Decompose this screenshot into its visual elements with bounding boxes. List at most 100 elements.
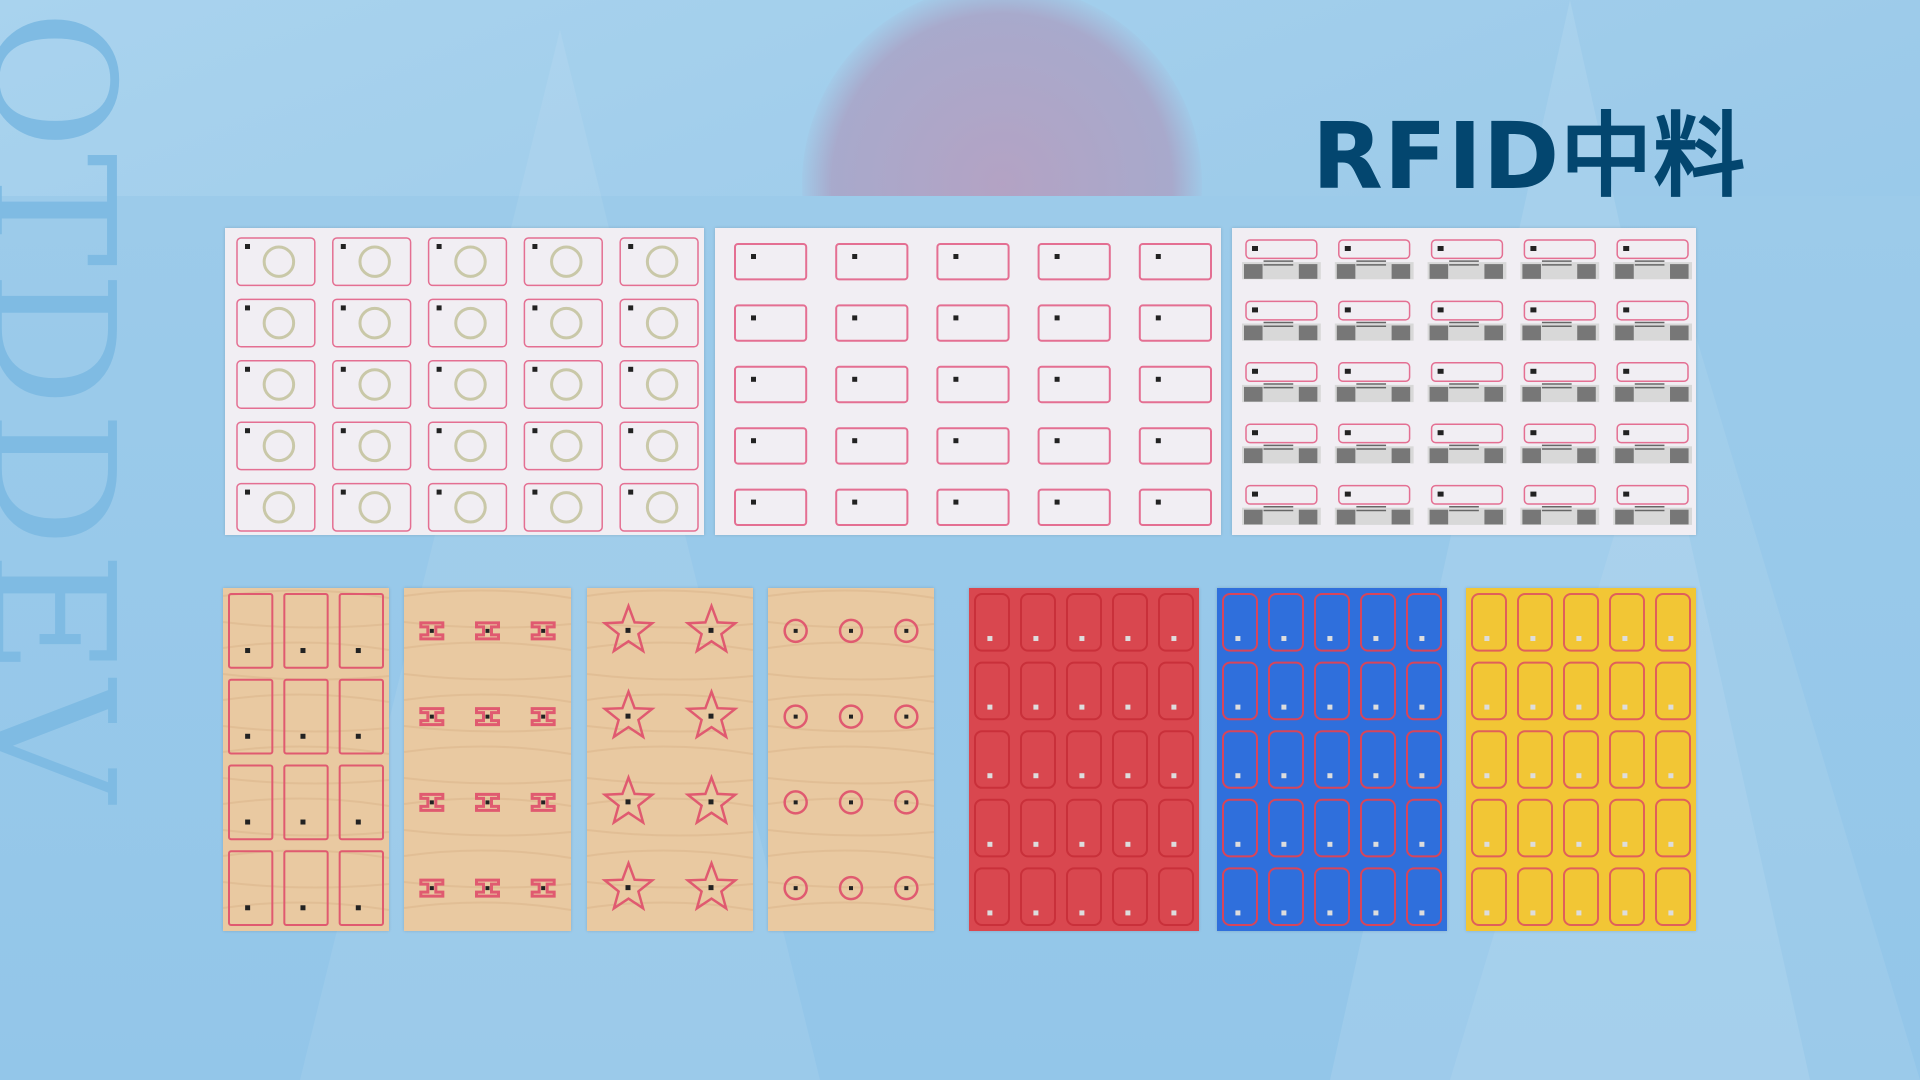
inlay-star xyxy=(601,602,656,654)
panel-yellow-card-inlay-sheet xyxy=(1466,588,1696,931)
substrate xyxy=(768,588,934,931)
panel-blue-card-inlay-sheet xyxy=(1217,588,1447,931)
inlay-card-vertical xyxy=(1158,593,1194,652)
inlay-card-vertical xyxy=(1222,867,1258,926)
inlay-circle xyxy=(783,618,808,644)
panel-red-card-inlay-sheet xyxy=(969,588,1199,931)
inlay-uhf-label xyxy=(1427,423,1507,464)
inlay-ring xyxy=(332,360,412,409)
inlay-card-vertical xyxy=(1655,730,1691,789)
inlay-card-vertical xyxy=(283,593,329,669)
inlay-card-vertical xyxy=(1112,867,1148,926)
inlay-card-vertical xyxy=(1314,593,1350,652)
inlay-card-vertical xyxy=(1268,661,1304,721)
panel-dual-frequency-inlay-sheet xyxy=(1232,228,1696,535)
inlay-card-vertical xyxy=(1406,730,1442,789)
watermark: OTDDEV xyxy=(0,10,150,807)
inlay-card-vertical xyxy=(338,764,384,841)
inlay-star xyxy=(684,773,739,826)
inlay-card-rect xyxy=(936,365,1010,404)
inlay-ring xyxy=(619,360,699,409)
inlay-card-rect xyxy=(835,488,909,527)
inlay-card-vertical xyxy=(1222,730,1258,789)
inlay-card-vertical xyxy=(1268,730,1304,789)
inlay-card-rect xyxy=(734,488,808,527)
inlay-uhf-label xyxy=(1334,362,1414,403)
red-card-inlay-sheet-image xyxy=(969,588,1199,931)
inlay-uhf-label xyxy=(1520,362,1600,403)
wood-circle-inlay-sheet-image xyxy=(768,588,934,931)
inlay-card-vertical xyxy=(1020,798,1056,858)
inlay-ring xyxy=(332,482,412,532)
inlay-ring xyxy=(523,237,603,287)
inlay-card-vertical xyxy=(1314,730,1350,789)
inlay-card-vertical xyxy=(1517,593,1553,652)
inlay-card-vertical xyxy=(1112,593,1148,652)
inlay-card-rect xyxy=(835,304,909,342)
inlay-star xyxy=(684,859,739,912)
inlay-card-vertical xyxy=(1563,661,1599,721)
inlay-ring xyxy=(332,421,412,471)
inlay-card-rect xyxy=(1037,427,1111,465)
inlay-card-rect xyxy=(734,304,808,342)
inlay-card-vertical xyxy=(1609,593,1645,652)
inlay-uhf-label xyxy=(1613,423,1692,464)
inlay-card-rect xyxy=(835,365,909,404)
inlay-circle xyxy=(783,790,808,815)
blue-card-inlay-sheet-image xyxy=(1217,588,1447,931)
inlay-ring xyxy=(523,298,603,348)
inlay-ring xyxy=(427,298,508,348)
inlay-card-vertical xyxy=(1471,593,1507,652)
inlay-uhf-label xyxy=(1613,484,1692,525)
inlay-card-vertical xyxy=(1609,730,1645,789)
inlay-circle xyxy=(838,790,864,815)
inlay-circle xyxy=(894,875,919,901)
inlay-circle xyxy=(894,704,919,729)
inlay-card-rect xyxy=(1138,427,1212,465)
inlay-uhf-label xyxy=(1520,484,1600,525)
inlay-uhf-label xyxy=(1427,239,1507,280)
inlay-card-rect xyxy=(1138,243,1212,281)
inlay-card-rect xyxy=(1138,304,1212,342)
substrate xyxy=(223,588,389,931)
inlay-card-vertical xyxy=(974,593,1010,652)
inlay-ring xyxy=(332,237,412,287)
inlay-card-vertical xyxy=(1222,593,1258,652)
inlay-i-tag xyxy=(530,621,556,641)
inlay-uhf-label xyxy=(1613,300,1692,341)
inlay-circle xyxy=(838,618,864,644)
inlay-ring xyxy=(427,421,508,471)
inlay-card-vertical xyxy=(1314,867,1350,926)
inlay-ring xyxy=(619,298,699,348)
substrate xyxy=(969,588,1199,931)
inlay-card-vertical xyxy=(283,764,329,841)
inlay-ring xyxy=(523,421,603,471)
inlay-uhf-label xyxy=(1242,239,1321,280)
inlay-card-vertical xyxy=(1112,798,1148,858)
inlay-card-vertical xyxy=(1655,867,1691,926)
inlay-card-rect xyxy=(1037,243,1111,281)
inlay-star xyxy=(601,773,656,826)
inlay-card-vertical xyxy=(1563,730,1599,789)
inlay-card-rect xyxy=(1138,488,1212,527)
panel-card-inlay-sheet xyxy=(715,228,1221,535)
yellow-card-inlay-sheet-image xyxy=(1466,588,1696,931)
inlay-ring xyxy=(619,421,699,471)
inlay-uhf-label xyxy=(1520,239,1600,280)
inlay-card-rect xyxy=(936,304,1010,342)
inlay-card-vertical xyxy=(1360,661,1396,721)
inlay-card-rect xyxy=(734,365,808,404)
inlay-card-vertical xyxy=(1268,867,1304,926)
wood-star-inlay-sheet-image xyxy=(587,588,753,931)
substrate xyxy=(1217,588,1447,931)
inlay-card-vertical xyxy=(1406,661,1442,721)
inlay-i-tag xyxy=(530,792,556,812)
inlay-uhf-label xyxy=(1427,484,1507,525)
inlay-i-tag xyxy=(475,792,500,812)
inlay-circle xyxy=(838,875,864,901)
inlay-star xyxy=(684,688,739,740)
inlay-card-vertical xyxy=(1517,730,1553,789)
inlay-ring xyxy=(523,360,603,409)
inlay-card-vertical xyxy=(283,850,329,926)
panel-wood-small-tag-sheet xyxy=(404,588,571,931)
